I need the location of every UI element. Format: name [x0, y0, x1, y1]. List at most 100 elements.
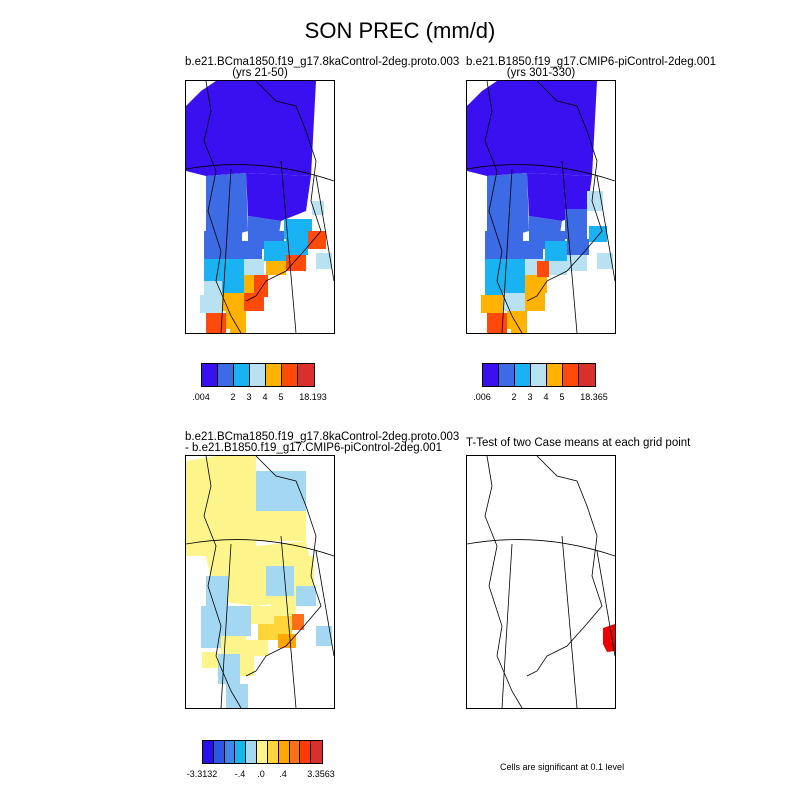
colorbar-label: 3.3563 [307, 769, 335, 779]
panel3-map-lines [186, 456, 334, 708]
panel3-map [185, 455, 335, 709]
panel4-significance-note: Cells are significant at 0.1 level [500, 762, 625, 772]
cell [481, 295, 503, 313]
cell [316, 253, 332, 269]
cell [567, 255, 587, 271]
cell [485, 231, 523, 259]
panel1-colorbar [201, 363, 315, 387]
cell [537, 261, 549, 277]
panel3-difference-cells [186, 456, 332, 708]
cell [222, 293, 244, 311]
colorbar-swatch [298, 364, 314, 386]
colorbar-swatch [202, 364, 218, 386]
coastline [203, 81, 322, 333]
colorbar-label: 4 [262, 392, 268, 402]
panel2-map-svg [467, 81, 615, 333]
cell [256, 471, 306, 511]
cell [547, 261, 567, 275]
cell [525, 275, 547, 293]
cell [292, 614, 304, 630]
colorbar-label: 18.193 [299, 392, 327, 402]
cell [567, 239, 589, 255]
cell [565, 209, 587, 239]
colorbar-swatch [579, 364, 595, 386]
graticule-meridian [501, 535, 615, 708]
colorbar-label: 2 [511, 392, 517, 402]
colorbar-swatch [246, 741, 258, 763]
panel1-title: b.e21.BCma1850.f19_g17.8kaControl-2deg.p… [185, 56, 460, 79]
panel1-precip-cells [186, 81, 332, 333]
colorbar-swatch [218, 364, 234, 386]
cell [206, 173, 248, 236]
cell [284, 219, 312, 239]
graticule-meridian [220, 160, 334, 333]
panel2-precip-cells [467, 81, 613, 333]
colorbar-swatch [203, 741, 214, 763]
colorbar-swatch [257, 741, 268, 763]
cell [487, 173, 529, 236]
cell [286, 239, 308, 255]
panel1-map [185, 80, 335, 334]
cell [244, 293, 264, 311]
cell [523, 241, 543, 261]
colorbar-label: 3 [246, 392, 252, 402]
panel1-title-line2: (yrs 21-50) [232, 67, 288, 79]
cell [316, 626, 332, 646]
cell [296, 586, 316, 606]
colorbar-swatch [289, 741, 301, 763]
panel2-map-lines [467, 81, 615, 333]
cell [246, 173, 311, 221]
graticule-latitude [467, 164, 615, 182]
panel2-title: b.e21.B1850.f19_g17.CMIP6-piControl-2deg… [466, 56, 716, 79]
panel2-map [466, 80, 616, 334]
colorbar-swatch [483, 364, 499, 386]
cell [597, 253, 613, 269]
colorbar-swatch [213, 741, 225, 763]
colorbar-label: 4 [543, 392, 549, 402]
colorbar-swatch [235, 741, 247, 763]
panel2-title-line2: (yrs 301-330) [506, 67, 576, 79]
cell [240, 656, 254, 676]
cell [511, 317, 527, 333]
cell [286, 255, 306, 271]
panel2-colorbar [482, 363, 596, 387]
panel1-colorbar-labels: .004 2 3 4 5 18.193 [192, 392, 327, 404]
panel1-map-svg [186, 81, 334, 333]
cell [222, 275, 244, 295]
cell [503, 293, 525, 311]
colorbar-swatch [224, 741, 236, 763]
cell [201, 636, 221, 648]
cell [246, 640, 268, 656]
graticule-latitude [186, 164, 334, 182]
cell [200, 295, 222, 313]
cell [308, 231, 326, 249]
colorbar-label: 5 [278, 392, 284, 402]
cell [278, 634, 296, 648]
significant-cell [603, 624, 615, 652]
colorbar-swatch [563, 364, 579, 386]
cell [221, 636, 246, 656]
cell [242, 241, 262, 261]
coastline [203, 456, 322, 708]
panel4-significance-cells [603, 624, 615, 652]
cell [587, 191, 603, 211]
cell [206, 313, 226, 333]
panel3-colorbar [202, 740, 323, 764]
cell [589, 226, 607, 242]
panel3-title: b.e21.BCma1850.f19_g17.8kaControl-2deg.p… [185, 431, 460, 454]
cell [487, 313, 507, 333]
colorbar-label: .006 [473, 392, 491, 402]
panel3-colorbar-labels: -3.3132 -.4 .0 .4 3.3563 [187, 769, 335, 781]
cell [264, 241, 286, 261]
panel1-title-line1: b.e21.BCma1850.f19_g17.8kaControl-2deg.p… [185, 56, 460, 68]
cell [294, 556, 314, 586]
colorbar-label: 3 [527, 392, 533, 402]
colorbar-swatch [515, 364, 531, 386]
cell [525, 293, 545, 311]
cell [254, 275, 268, 297]
panel3-title-line2: - b.e21.B1850.f19_g17.CMIP6-piControl-2d… [185, 442, 443, 454]
panel3-title-line1: b.e21.BCma1850.f19_g17.8kaControl-2deg.p… [185, 431, 460, 443]
panel4-title: T-Test of two Case means at each grid po… [466, 437, 690, 449]
cell [467, 81, 597, 176]
cell [186, 81, 316, 176]
